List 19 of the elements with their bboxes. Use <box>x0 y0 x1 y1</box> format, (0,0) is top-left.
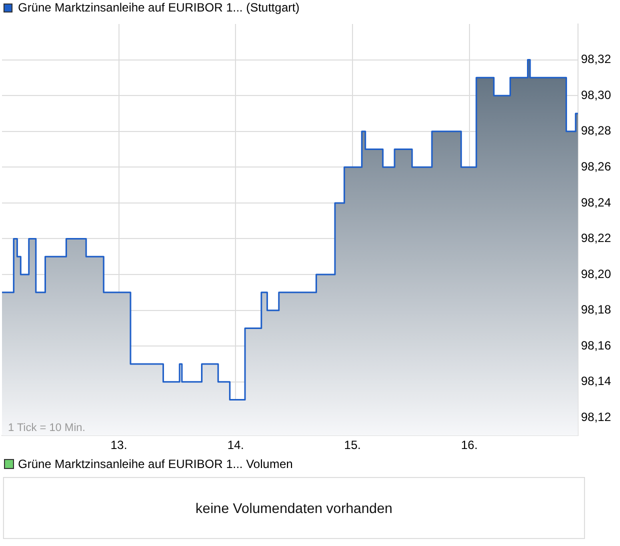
y-tick-label: 98,28 <box>580 124 612 138</box>
x-tick-label: 15. <box>344 438 361 452</box>
y-tick-label: 98,20 <box>580 266 612 281</box>
x-tick-label: 14. <box>227 438 244 452</box>
annotation: 1 Tick = 10 Min. <box>8 422 86 434</box>
text: keine Volumendaten vorhanden <box>3 477 585 539</box>
y-tick-label: 98,26 <box>580 159 612 174</box>
x-tick-label: 16. <box>460 438 478 452</box>
y-tick-label: 98,22 <box>580 231 612 246</box>
y-tick-label: 98,18 <box>580 302 612 317</box>
legend-label: Grüne Marktzinsanleihe auf EURIBOR 1... (Stuttgart) <box>18 0 300 14</box>
text: Grüne Marktzinsanleihe auf EURIBOR 1... Volumen <box>17 456 294 472</box>
x-tick-label: 13. <box>110 438 128 452</box>
y-tick-label: 98,12 <box>580 410 612 424</box>
y-tick-label: 98,14 <box>580 374 612 388</box>
y-tick-label: 98,16 <box>580 338 612 352</box>
y-tick-label: 98,30 <box>580 88 612 102</box>
y-tick-label: 98,24 <box>580 195 612 210</box>
y-tick-label: 98,32 <box>580 52 612 66</box>
